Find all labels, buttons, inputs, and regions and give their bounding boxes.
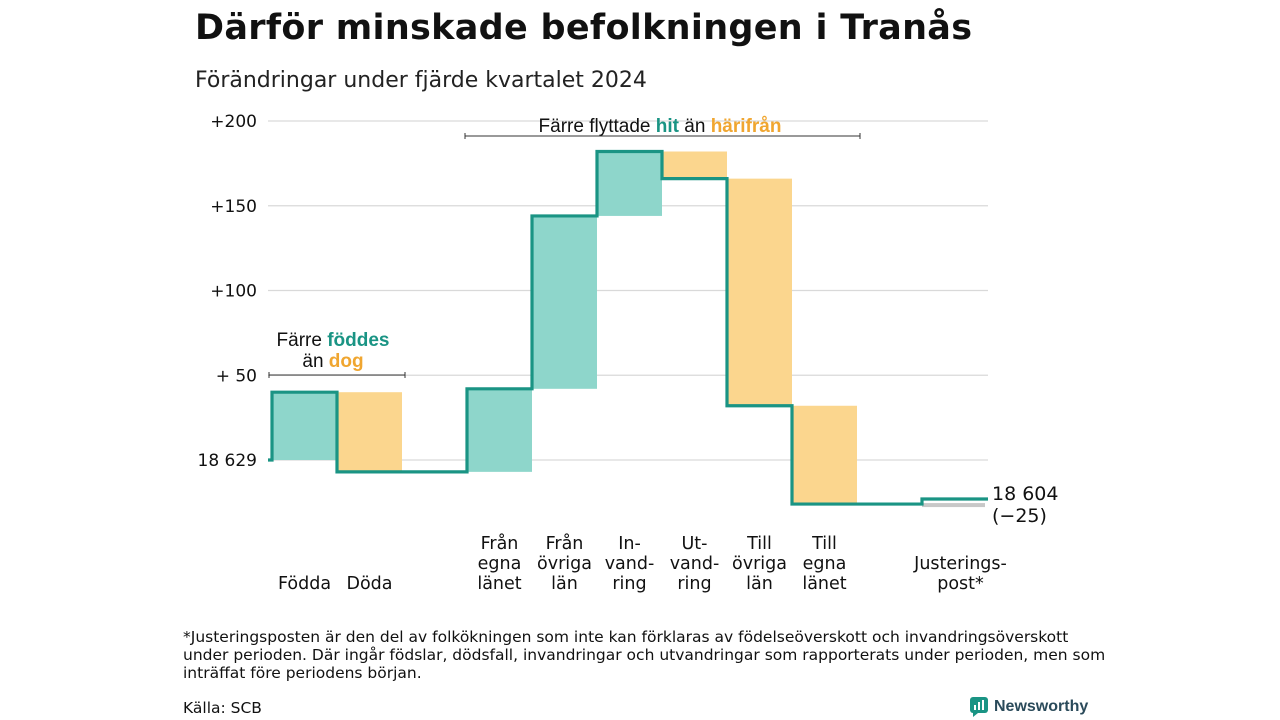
chart-title: Därför minskade befolkningen i Tranås [195,8,973,48]
category-label: län [746,574,773,594]
category-label: In- [618,534,641,554]
category-label: vand- [605,554,655,574]
category-label: Från [546,533,584,554]
category-label: vand- [670,554,720,574]
y-tick-label: +200 [210,112,257,132]
category-label: ring [677,574,711,594]
waterfall-bar [532,215,597,389]
category-label: Från [481,533,519,554]
category-label: länet [802,574,846,594]
y-tick-label: 18 629 [198,451,257,471]
waterfall-bar [727,178,792,406]
waterfall-step-line [268,149,988,506]
chart-subtitle: Förändringar under fjärde kvartalet 2024 [195,68,647,93]
category-label: Till [811,534,837,554]
waterfall-bar [792,405,857,505]
waterfall-bar [337,392,402,472]
category-label: egna [803,554,847,574]
waterfall-bar [272,392,337,460]
source-label: Källa: SCB [183,699,262,717]
category-label: länet [477,574,521,594]
newsworthy-logo-icon [970,697,988,717]
end-change-label: (−25) [992,505,1047,527]
category-label: Justerings- [913,554,1007,574]
footnote: *Justeringsposten är den del av folkökni… [183,628,1106,682]
category-label: övriga [732,554,787,574]
end-value-label: 18 604 [992,483,1058,505]
category-label: ring [612,574,646,594]
annotation-births-deaths-line1: Färre föddes [277,330,390,351]
waterfall-bar [467,388,532,472]
category-label: Födda [278,574,331,594]
annotation-migration: Färre flyttade hit än härifrån [539,116,782,137]
category-label: Till [746,534,772,554]
waterfall-bar [597,151,662,216]
waterfall-chart: +200 +150 +100 + 50 18 629 18 604(−25) Födda Dö… [198,112,1059,594]
category-label: Ut- [682,534,708,554]
category-label: egna [478,554,522,574]
waterfall-bar [662,151,727,179]
waterfall-bar [922,503,985,508]
y-tick-label: +100 [210,282,257,302]
brand: Newsworthy [970,697,1088,717]
y-tick-label: +150 [210,197,257,217]
category-label: post* [937,574,984,594]
y-tick-label: + 50 [216,366,257,386]
brand-name: Newsworthy [994,698,1089,715]
category-label: övriga [537,554,592,574]
category-label: Döda [346,574,392,594]
category-label: län [551,574,578,594]
annotation-births-deaths-line2: än dog [302,351,363,372]
